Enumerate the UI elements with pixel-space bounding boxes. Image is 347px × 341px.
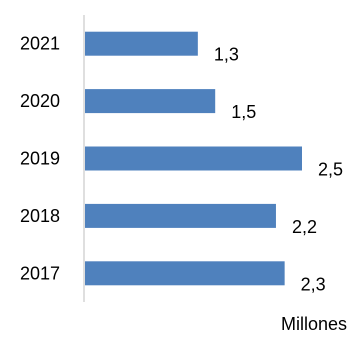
category-label-2018: 2018 (20, 206, 60, 226)
category-label-2019: 2019 (20, 149, 60, 169)
category-labels-group: 2021 2020 2019 2018 2017 (20, 34, 60, 284)
value-labels-group: 1,3 1,5 2,5 2,2 2,3 (214, 45, 343, 295)
x-axis-label: Millones (281, 314, 347, 334)
bar-2018 (85, 203, 276, 228)
bar-2017 (85, 261, 285, 286)
category-label-2021: 2021 (20, 34, 60, 54)
value-label-2020: 1,5 (231, 102, 256, 122)
value-label-2019: 2,5 (318, 160, 343, 180)
bar-2020 (85, 89, 216, 114)
category-label-2017: 2017 (20, 263, 60, 283)
value-label-2017: 2,3 (301, 274, 326, 294)
bar-2019 (85, 146, 302, 171)
category-label-2020: 2020 (20, 91, 60, 111)
bar-2021 (85, 31, 198, 56)
bars-group (85, 31, 302, 286)
value-label-2018: 2,2 (292, 217, 317, 237)
value-label-2021: 1,3 (214, 45, 239, 65)
